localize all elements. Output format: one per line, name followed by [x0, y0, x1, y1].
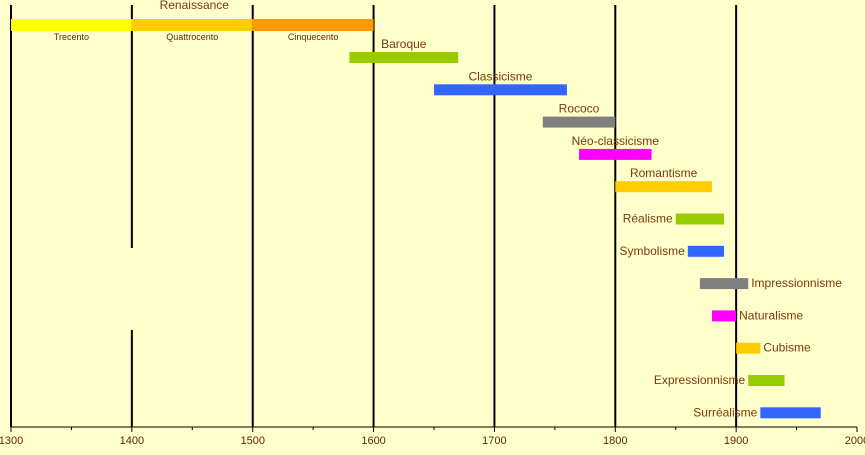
x-tick-label-1300: 1300	[0, 435, 23, 447]
segment-label-cinquecento: Cinquecento	[288, 32, 339, 42]
segment-bar-cinquecento	[252, 19, 374, 31]
x-tick-label-1900: 1900	[724, 435, 748, 447]
bar-romantisme	[615, 181, 712, 193]
x-tick-label-1500: 1500	[240, 435, 264, 447]
x-tick-label-1800: 1800	[603, 435, 627, 447]
bar-neo-classicisme	[579, 148, 652, 160]
bar-label-romantisme: Romantisme	[630, 166, 698, 180]
x-tick-label-1600: 1600	[361, 435, 385, 447]
bar-label-impressionnisme: Impressionnisme	[751, 276, 842, 290]
x-tick-label-1700: 1700	[482, 435, 506, 447]
x-tick-label-1400: 1400	[120, 435, 144, 447]
bar-label-realisme: Réalisme	[623, 212, 673, 226]
x-axis: 1300 1400 1500 1600 1700 1800 1900 2000	[0, 426, 865, 447]
movement-bars: Baroque Classicisme Rococo Néo-classicisme R…	[349, 37, 842, 419]
bar-label-naturalisme: Naturalisme	[739, 308, 803, 322]
bar-rococo	[542, 116, 616, 128]
bar-label-classicisme: Classicisme	[468, 69, 532, 83]
grid-lines	[10, 5, 738, 427]
segment-bar-trecento	[11, 19, 132, 31]
bar-expressionnisme	[748, 375, 785, 386]
bar-label-symbolisme: Symbolisme	[619, 244, 685, 258]
renaissance-label: Renaissance	[160, 0, 230, 12]
segment-label-quattrocento: Quattrocento	[166, 32, 218, 42]
bar-label-expressionnisme: Expressionnisme	[654, 373, 746, 387]
x-tick-label-2000: 2000	[845, 435, 865, 447]
bar-naturalisme	[711, 310, 737, 322]
bar-cubisme	[736, 342, 761, 354]
bar-label-rococo: Rococo	[559, 102, 600, 116]
bar-label-neo-classicisme: Néo-classicisme	[572, 134, 660, 148]
bar-label-cubisme: Cubisme	[763, 341, 811, 355]
segment-label-trecento: Trecento	[54, 32, 89, 42]
bar-label-surrealisme: Surréalisme	[693, 405, 757, 419]
segment-bar-quattrocento	[131, 19, 253, 31]
bar-label-baroque: Baroque	[381, 37, 427, 51]
bar-realisme	[675, 213, 725, 225]
renaissance-group: Renaissance Trecento Quattrocento Cinquece…	[11, 0, 374, 42]
grid-gap	[128, 248, 135, 330]
bar-impressionnisme	[699, 278, 749, 290]
bar-baroque	[349, 52, 459, 63]
bar-surrealisme	[760, 407, 821, 419]
bar-classicisme	[434, 84, 567, 96]
bar-symbolisme	[687, 245, 725, 257]
